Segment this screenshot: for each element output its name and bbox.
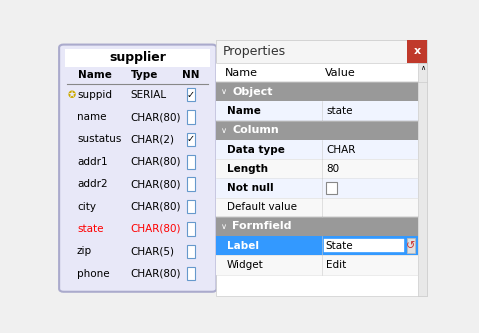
Text: CHAR: CHAR (326, 145, 355, 155)
Bar (187, 177, 195, 191)
Text: Name: Name (227, 106, 261, 116)
Bar (418, 63, 427, 296)
Text: supplier: supplier (109, 51, 166, 64)
Bar (407, 238, 415, 253)
Bar (216, 255, 418, 275)
Text: CHAR(80): CHAR(80) (130, 157, 181, 167)
Text: NN: NN (182, 70, 200, 80)
Text: x: x (414, 47, 421, 57)
Text: ✪: ✪ (68, 90, 76, 100)
Bar (216, 178, 418, 198)
Bar (407, 40, 427, 63)
Bar (216, 102, 418, 121)
Text: Length: Length (227, 164, 268, 174)
Bar (187, 200, 195, 213)
Text: ∧: ∧ (420, 65, 425, 71)
Text: CHAR(5): CHAR(5) (130, 246, 174, 256)
Text: addr1: addr1 (77, 157, 108, 167)
Text: CHAR(80): CHAR(80) (130, 201, 181, 211)
Bar (187, 244, 195, 258)
Bar (66, 49, 210, 67)
Bar (187, 133, 195, 146)
Text: CHAR(80): CHAR(80) (130, 224, 181, 234)
Text: Object: Object (232, 87, 273, 97)
Text: Default value: Default value (227, 202, 297, 212)
Bar (326, 182, 337, 194)
Bar (64, 67, 212, 84)
Bar (187, 88, 195, 102)
Text: city: city (77, 201, 96, 211)
Text: Properties: Properties (223, 45, 286, 58)
Text: ✓: ✓ (187, 90, 195, 100)
Bar (216, 159, 418, 178)
FancyBboxPatch shape (59, 45, 217, 292)
Text: 80: 80 (326, 164, 339, 174)
Text: Type: Type (130, 70, 158, 80)
Text: Edit: Edit (326, 260, 346, 270)
Bar (187, 222, 195, 236)
Text: addr2: addr2 (77, 179, 108, 189)
Bar (187, 110, 195, 124)
Bar (323, 238, 406, 253)
Text: state: state (326, 106, 353, 116)
Text: Column: Column (232, 125, 279, 135)
Text: zip: zip (77, 246, 92, 256)
Text: phone: phone (77, 269, 110, 279)
Text: ✓: ✓ (187, 135, 195, 145)
Text: Formfield: Formfield (232, 221, 292, 231)
Bar (216, 40, 427, 63)
Text: Data type: Data type (227, 145, 285, 155)
Text: CHAR(2): CHAR(2) (130, 135, 174, 145)
Text: State: State (325, 241, 353, 251)
Bar (216, 40, 427, 296)
Text: ∨: ∨ (221, 126, 228, 135)
Text: state: state (77, 224, 103, 234)
Text: sustatus: sustatus (77, 135, 121, 145)
Bar (187, 267, 195, 280)
Text: CHAR(80): CHAR(80) (130, 269, 181, 279)
Text: CHAR(80): CHAR(80) (130, 179, 181, 189)
Text: Not null: Not null (227, 183, 274, 193)
Text: Widget: Widget (227, 260, 263, 270)
Text: name: name (77, 112, 106, 122)
Bar (216, 140, 418, 159)
Text: Value: Value (325, 68, 356, 78)
Text: ∨: ∨ (221, 87, 228, 96)
Text: Name: Name (79, 70, 112, 80)
Text: suppid: suppid (77, 90, 112, 100)
Text: Name: Name (225, 68, 258, 78)
Text: CHAR(80): CHAR(80) (130, 112, 181, 122)
Text: ↺: ↺ (406, 241, 415, 251)
Bar (216, 63, 427, 82)
Bar (216, 198, 418, 217)
Bar (187, 155, 195, 168)
Bar (216, 236, 418, 255)
Text: SERIAL: SERIAL (130, 90, 167, 100)
Text: ∨: ∨ (221, 222, 228, 231)
Text: Label: Label (227, 241, 259, 251)
Bar (216, 82, 418, 102)
Bar (216, 121, 418, 140)
Bar (216, 217, 418, 236)
